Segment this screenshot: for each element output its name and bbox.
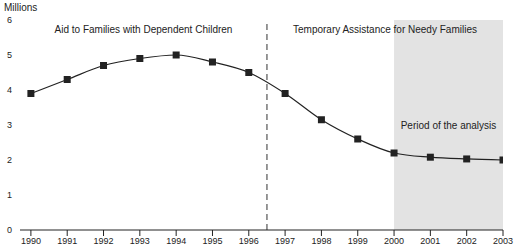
svg-text:1994: 1994 [166,236,186,246]
svg-text:1996: 1996 [239,236,259,246]
svg-text:0: 0 [8,225,12,235]
svg-text:1995: 1995 [202,236,222,246]
svg-text:1992: 1992 [94,236,114,246]
svg-text:Period of the analysis: Period of the analysis [401,120,497,131]
svg-text:2001: 2001 [420,236,440,246]
svg-text:4: 4 [8,85,12,95]
html-text:Millions: Millions [4,2,38,13]
svg-text:5: 5 [8,50,12,60]
svg-text:1993: 1993 [130,236,150,246]
svg-text:2002: 2002 [457,236,477,246]
svg-text:Temporary Assistance for Needy: Temporary Assistance for Needy Families [293,24,477,35]
svg-text:1998: 1998 [311,236,331,246]
svg-text:1997: 1997 [275,236,295,246]
svg-text:2003: 2003 [493,236,513,246]
svg-text:1990: 1990 [21,236,41,246]
svg-text:1991: 1991 [57,236,77,246]
svg-text:2000: 2000 [384,236,404,246]
svg-text:3: 3 [8,120,12,130]
svg-text:6: 6 [8,15,12,25]
svg-text:Aid to Families with Dependent: Aid to Families with Dependent Children [55,24,233,35]
svg-text:1999: 1999 [348,236,368,246]
svg-text:2: 2 [8,155,12,165]
svg-text:1: 1 [8,190,12,200]
